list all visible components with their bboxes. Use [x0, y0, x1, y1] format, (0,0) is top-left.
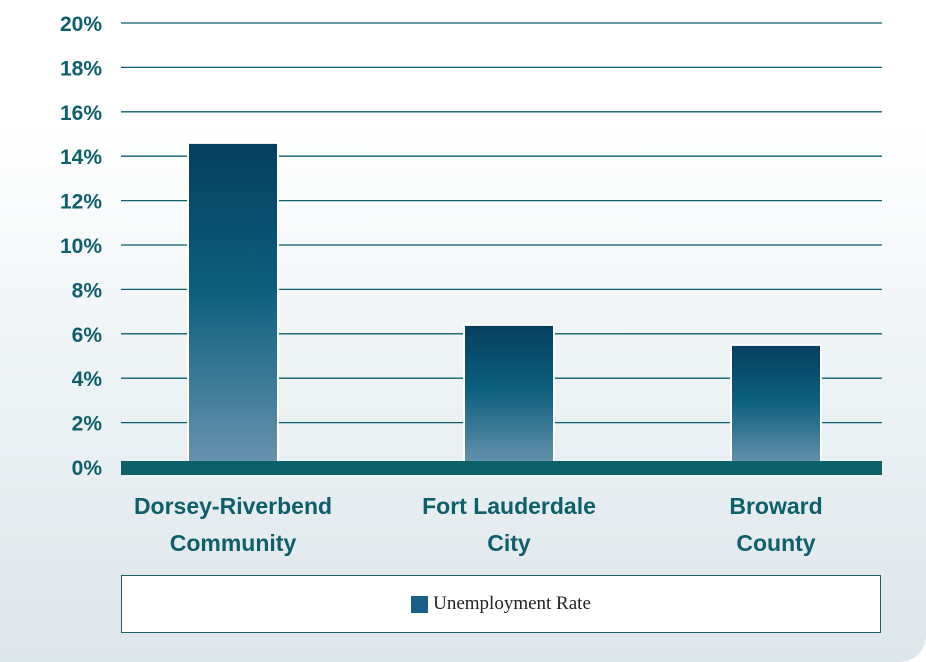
y-axis-tick-labels: 0% 2% 4% 6% 8% 10% 12% 14% 16% 18% 20%	[60, 13, 102, 480]
legend-label: Unemployment Rate	[433, 593, 591, 614]
y-tick-label: 4%	[72, 368, 103, 391]
bar	[463, 323, 555, 469]
x-axis-baseline-band	[121, 461, 882, 475]
legend-swatch-icon	[411, 595, 429, 613]
y-tick-label: 18%	[60, 57, 102, 80]
y-tick-label: 2%	[72, 413, 103, 436]
y-tick-label: 14%	[60, 146, 102, 169]
legend: Unemployment Rate	[121, 575, 881, 633]
bars	[187, 141, 822, 469]
y-tick-label: 10%	[60, 235, 102, 258]
x-category-label: Community	[170, 530, 297, 556]
x-category-label: County	[736, 530, 815, 556]
x-category-label: City	[487, 530, 531, 556]
x-category-label: Broward	[729, 493, 822, 519]
y-tick-label: 20%	[60, 13, 102, 36]
y-tick-label: 0%	[72, 457, 103, 480]
x-category-label: Fort Lauderdale	[422, 493, 596, 519]
x-axis-baseline	[121, 461, 882, 475]
y-tick-label: 12%	[60, 191, 102, 214]
bar	[730, 343, 822, 468]
y-tick-label: 8%	[72, 279, 103, 302]
x-category-label: Dorsey-Riverbend	[134, 493, 332, 519]
y-tick-label: 16%	[60, 102, 102, 125]
bar	[187, 141, 279, 468]
y-tick-label: 6%	[72, 324, 103, 347]
x-axis-category-labels: Dorsey-Riverbend Community Fort Lauderdale…	[134, 493, 823, 556]
